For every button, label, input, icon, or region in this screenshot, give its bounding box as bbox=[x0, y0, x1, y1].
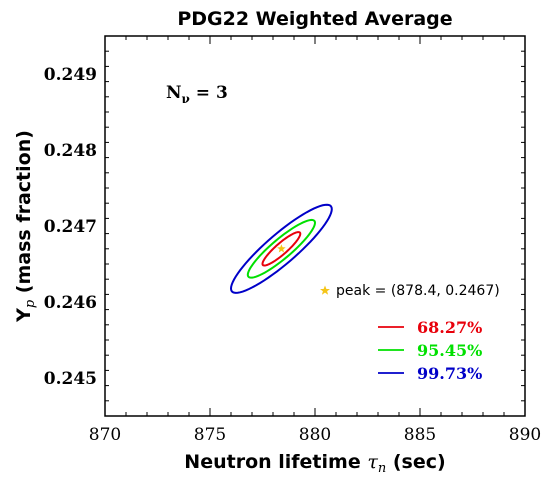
y-tick-label: 0.245 bbox=[44, 369, 97, 389]
axis-ticks bbox=[104, 35, 526, 417]
x-tick-label: 880 bbox=[299, 425, 331, 445]
annotation-nnu: Nν = 3 bbox=[166, 83, 228, 106]
y-tick-label: 0.249 bbox=[44, 65, 97, 85]
x-tick-labels: 870 875 880 885 890 bbox=[89, 425, 541, 445]
contour-9545 bbox=[246, 218, 317, 279]
peak-marker-layer bbox=[277, 244, 286, 253]
x-tick-label: 890 bbox=[509, 425, 541, 445]
legend: 68.27% 95.45% 99.73% bbox=[378, 318, 482, 383]
y-axis-label: Yp (mass fraction) bbox=[13, 130, 38, 323]
confidence-contours bbox=[229, 203, 333, 294]
contour-6827 bbox=[261, 231, 302, 267]
legend-label: 95.45% bbox=[417, 341, 482, 360]
y-tick-label: 0.248 bbox=[44, 141, 97, 161]
y-tick-label: 0.247 bbox=[44, 217, 97, 237]
x-tick-label: 885 bbox=[404, 425, 436, 445]
x-axis-label: Neutron lifetime τn (sec) bbox=[184, 451, 445, 476]
legend-label: 68.27% bbox=[417, 318, 482, 337]
chart-title: PDG22 Weighted Average bbox=[177, 8, 452, 30]
y-tick-labels: 0.245 0.246 0.247 0.248 0.249 bbox=[44, 65, 97, 389]
peak-star-icon bbox=[277, 244, 286, 253]
contour-9973 bbox=[229, 203, 333, 294]
peak-legend-star-icon bbox=[320, 285, 330, 295]
x-tick-label: 870 bbox=[89, 425, 121, 445]
peak-legend-label: peak = (878.4, 0.2467) bbox=[336, 283, 500, 299]
x-tick-label: 875 bbox=[194, 425, 226, 445]
y-tick-label: 0.246 bbox=[44, 293, 97, 313]
legend-label: 99.73% bbox=[417, 364, 482, 383]
